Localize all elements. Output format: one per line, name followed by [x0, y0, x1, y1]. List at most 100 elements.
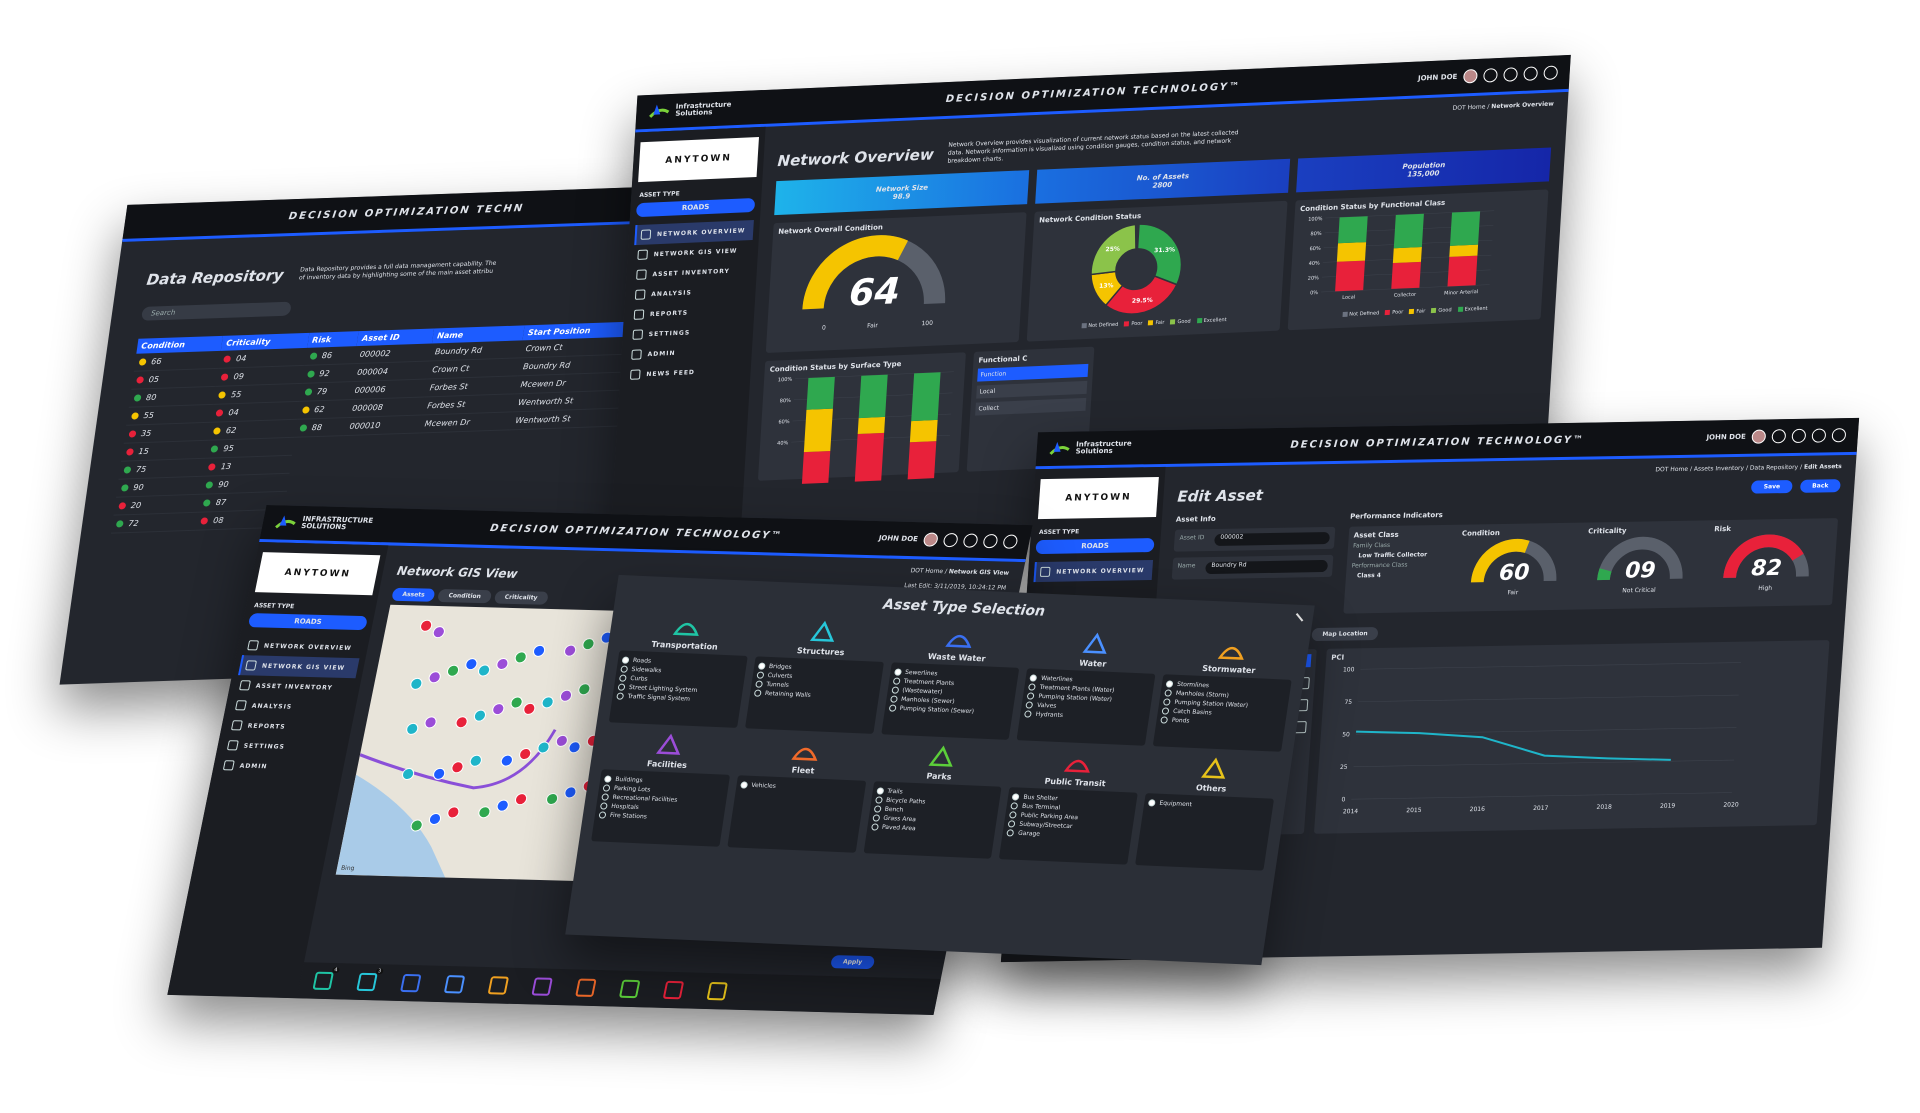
toolbar-icon[interactable]: [942, 532, 960, 548]
group-item[interactable]: Vehicles: [739, 781, 861, 793]
asset-type-button[interactable]: ROADS: [1035, 538, 1155, 555]
toolbar-asset-icon[interactable]: [487, 976, 510, 995]
item-label: Curbs: [629, 674, 649, 683]
group-icon: [791, 747, 818, 761]
map-pin: [477, 664, 491, 677]
cell-text: 05: [148, 374, 160, 385]
cell-text: Mcewen Dr: [519, 378, 567, 390]
radio: [739, 781, 748, 789]
nav-item[interactable]: NEWS FEED: [626, 360, 746, 385]
toolbar-asset-icon[interactable]: [706, 981, 729, 1001]
asset-group[interactable]: Stormwater Stormlines Manholes (Storm) Pump…: [1152, 635, 1298, 752]
tab[interactable]: Map Location: [1311, 626, 1379, 642]
toolbar-asset-icon[interactable]: 4: [312, 967, 340, 991]
toolbar-icon[interactable]: [1771, 429, 1787, 444]
toolbar-asset-icon[interactable]: [399, 973, 422, 993]
toolbar-asset-icon[interactable]: [618, 979, 641, 999]
toolbar-icon[interactable]: [962, 533, 979, 548]
route: [359, 729, 557, 790]
radio: [1026, 692, 1035, 700]
radio: [1007, 820, 1016, 828]
asset-type-button[interactable]: ROADS: [247, 613, 369, 631]
icon-shape: [1063, 759, 1090, 773]
item-label: Bench: [884, 805, 904, 814]
radio: [753, 689, 762, 697]
toolbar-icon[interactable]: [1811, 428, 1827, 443]
tab[interactable]: Condition: [437, 588, 493, 604]
radio: [1028, 683, 1037, 691]
nav-item[interactable]: ADMIN: [218, 755, 339, 778]
breadcrumb-home[interactable]: DOT Home: [1655, 465, 1689, 474]
action-button[interactable]: Back: [1799, 478, 1841, 493]
breadcrumb-home[interactable]: DOT Home: [1452, 103, 1486, 112]
toolbar-icon[interactable]: [1001, 534, 1019, 549]
bar-segment: [806, 377, 835, 411]
action-button[interactable]: Save: [1751, 479, 1793, 494]
asset-group[interactable]: Structures Bridges Culverts Tunnels Retainin…: [744, 617, 890, 734]
map-pin: [514, 651, 527, 664]
toolbar-asset-icon[interactable]: [531, 977, 553, 996]
toolbar-icon[interactable]: [1791, 428, 1807, 444]
asset-group[interactable]: Transportation Roads Sidewalks Curbs Street …: [608, 611, 754, 728]
nav-item[interactable]: NETWORK OVERVIEW: [1033, 560, 1154, 583]
asset-type-button[interactable]: ROADS: [635, 197, 756, 218]
gauge-card: Condition 60 Fair: [1457, 528, 1581, 607]
cell-text: 55: [142, 410, 155, 421]
map[interactable]: Bing: [335, 604, 650, 882]
map-pin: [537, 741, 550, 754]
item-label: Hospitals: [610, 802, 640, 812]
asset-group[interactable]: Waste Water Sewerlines Treatment Plants (Wa…: [880, 623, 1026, 740]
group-name: Structures: [796, 646, 846, 658]
asset-group[interactable]: Public Transit Bus Shelter Bus Terminal Pub…: [999, 748, 1144, 865]
search-box[interactable]: Search: [140, 301, 292, 321]
toolbar-icon[interactable]: [1523, 66, 1539, 81]
icon-shape: [1217, 646, 1244, 660]
nav-icon: [230, 720, 243, 731]
kpi-card: No. of Assets 2800: [1035, 159, 1291, 205]
asset-group[interactable]: Water Waterlines Treatment Plants (Water) P…: [1016, 629, 1162, 746]
apply-button[interactable]: Apply: [829, 955, 876, 970]
asset-group[interactable]: Others Equipment: [1135, 754, 1280, 871]
tab[interactable]: Criticality: [493, 590, 549, 605]
group-icon: [1082, 632, 1107, 654]
asset-group[interactable]: Parks Trails Bicycle Paths Bench Grass Area P…: [863, 742, 1008, 859]
item-label: Valves: [1036, 701, 1057, 710]
icon-shape: [1200, 757, 1225, 779]
avatar[interactable]: [922, 532, 940, 547]
item-label: Bicycle Paths: [885, 796, 926, 806]
avatar[interactable]: [1462, 68, 1478, 84]
toolbar-icon[interactable]: [982, 533, 999, 549]
cell-text: 04: [227, 407, 240, 418]
x-tick-label: 2016: [1469, 806, 1485, 813]
avatar[interactable]: [1751, 429, 1767, 444]
legend-label: Poor: [1131, 320, 1143, 328]
toolbar-icon[interactable]: [1831, 428, 1847, 443]
breadcrumb-item[interactable]: Data Repository: [1749, 463, 1799, 472]
kpi-card: Network Size 98.9: [774, 170, 1030, 216]
nav-label: SETTINGS: [243, 742, 286, 751]
toolbar-asset-icon[interactable]: 3: [356, 968, 384, 992]
breadcrumb-item[interactable]: Edit Assets: [1803, 463, 1842, 471]
group-item[interactable]: Equipment: [1147, 799, 1269, 811]
toolbar-icon[interactable]: [1543, 65, 1559, 81]
asset-group[interactable]: Fleet Vehicles: [727, 736, 872, 853]
map-credit: Bing: [340, 864, 356, 873]
toolbar-asset-icon[interactable]: [443, 975, 466, 994]
status-dot: [299, 424, 308, 432]
breadcrumb-home[interactable]: DOT Home: [909, 567, 944, 576]
toolbar-icon[interactable]: [1503, 67, 1519, 82]
asset-group[interactable]: Facilities Buildings Parking Lots Recreatio…: [591, 730, 736, 847]
bar-segment: [858, 374, 888, 419]
toolbar-asset-icon[interactable]: [662, 980, 685, 1000]
tab[interactable]: Assets: [391, 587, 436, 602]
breadcrumb-item[interactable]: Assets Inventory: [1693, 464, 1745, 473]
x-tick-label: 2019: [1660, 803, 1676, 810]
gauge: 09 Not Critical: [1597, 536, 1683, 594]
nav-icon: [640, 229, 652, 240]
toolbar-asset-icon[interactable]: [575, 978, 597, 997]
toolbar-icon[interactable]: [1483, 68, 1498, 83]
table-cell: 92: [302, 363, 355, 384]
gauge-number: 82: [1751, 556, 1783, 581]
y-tick-label: 60%: [778, 419, 790, 425]
